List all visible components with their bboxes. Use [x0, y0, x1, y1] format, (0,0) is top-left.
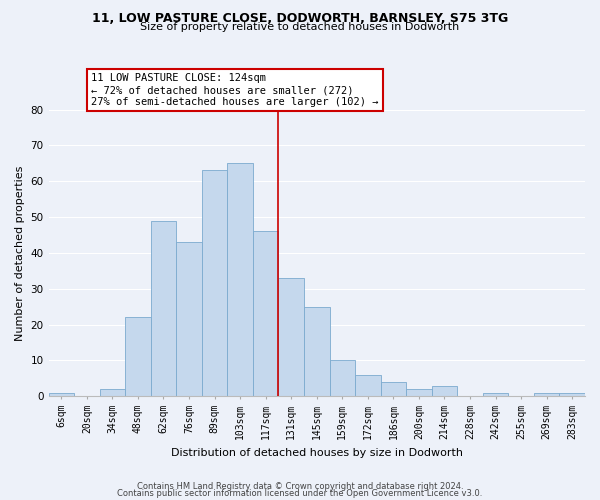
Bar — [534, 392, 559, 396]
Y-axis label: Number of detached properties: Number of detached properties — [15, 165, 25, 340]
X-axis label: Distribution of detached houses by size in Dodworth: Distribution of detached houses by size … — [171, 448, 463, 458]
Bar — [100, 389, 125, 396]
Bar — [329, 360, 355, 396]
Bar — [278, 278, 304, 396]
Text: 11 LOW PASTURE CLOSE: 124sqm
← 72% of detached houses are smaller (272)
27% of s: 11 LOW PASTURE CLOSE: 124sqm ← 72% of de… — [91, 74, 379, 106]
Bar — [559, 392, 585, 396]
Bar — [483, 392, 508, 396]
Text: 11, LOW PASTURE CLOSE, DODWORTH, BARNSLEY, S75 3TG: 11, LOW PASTURE CLOSE, DODWORTH, BARNSLE… — [92, 12, 508, 26]
Bar — [176, 242, 202, 396]
Bar — [432, 386, 457, 396]
Bar — [253, 232, 278, 396]
Bar — [355, 375, 380, 396]
Bar — [151, 220, 176, 396]
Bar — [380, 382, 406, 396]
Bar — [406, 389, 432, 396]
Text: Contains HM Land Registry data © Crown copyright and database right 2024.: Contains HM Land Registry data © Crown c… — [137, 482, 463, 491]
Bar — [125, 318, 151, 396]
Bar — [49, 392, 74, 396]
Bar — [227, 164, 253, 396]
Text: Contains public sector information licensed under the Open Government Licence v3: Contains public sector information licen… — [118, 489, 482, 498]
Text: Size of property relative to detached houses in Dodworth: Size of property relative to detached ho… — [140, 22, 460, 32]
Bar — [202, 170, 227, 396]
Bar — [304, 306, 329, 396]
